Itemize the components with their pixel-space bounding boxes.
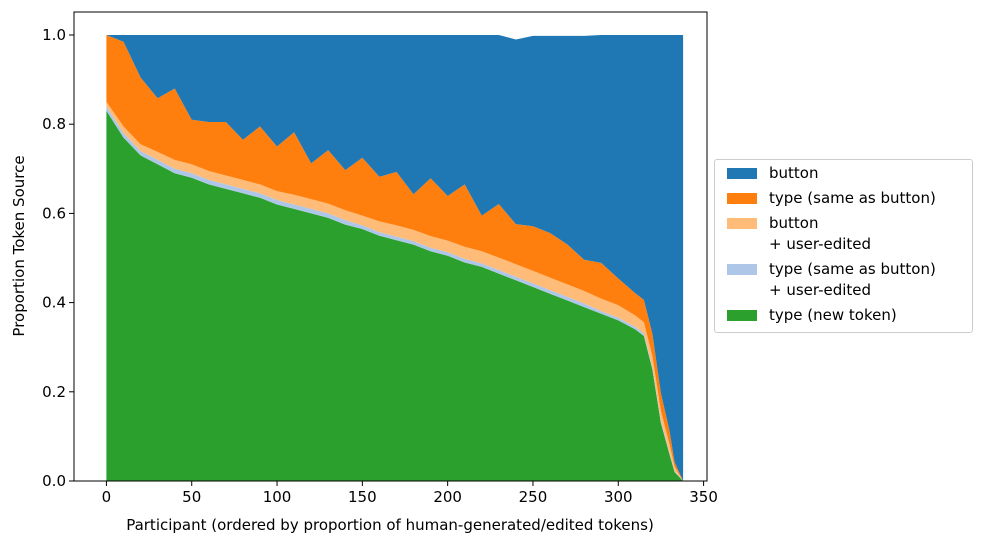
x-tick-label: 0	[102, 488, 112, 506]
x-tick-label: 250	[519, 488, 548, 506]
x-tick-label: 200	[433, 488, 462, 506]
y-tick-label: 1.0	[42, 26, 66, 44]
legend-swatch	[727, 218, 757, 229]
legend-swatch	[727, 264, 757, 275]
area-series-4	[106, 35, 684, 481]
x-axis: 0 50 100 150 200 250 300 350	[102, 481, 718, 506]
x-tick-label: 100	[263, 488, 292, 506]
x-axis-label: Participant (ordered by proportion of hu…	[126, 516, 654, 534]
area-series-0	[106, 110, 684, 482]
legend-item-button: button	[715, 163, 972, 184]
plot-frame	[73, 11, 708, 482]
legend-swatch	[727, 310, 757, 321]
y-axis: 0.0 0.2 0.4 0.6 0.8 1.0	[42, 26, 74, 490]
y-tick-label: 0.8	[42, 115, 66, 133]
legend-label: type (same as button) + user-edited	[769, 260, 936, 299]
area-series-2	[106, 101, 684, 482]
area-series-3	[106, 35, 684, 481]
y-axis-label: Proportion Token Source	[10, 155, 28, 336]
x-tick-label: 350	[689, 488, 718, 506]
legend-item-type-new-token: type (new token)	[715, 305, 972, 326]
legend-label: button + user-edited	[769, 214, 872, 253]
x-tick-label: 150	[348, 488, 377, 506]
legend-item-type-same-as-button: type (same as button)	[715, 188, 972, 209]
legend-swatch	[727, 193, 757, 204]
y-tick-label: 0.4	[42, 294, 66, 312]
legend-item-type-same-user-edited: type (same as button) + user-edited	[715, 259, 972, 301]
stacked-areas	[106, 35, 684, 482]
y-tick-label: 0.2	[42, 383, 66, 401]
x-tick-label: 300	[604, 488, 633, 506]
legend-label: button	[769, 164, 819, 182]
legend: button type (same as button) button + us…	[714, 159, 973, 333]
legend-label: type (same as button)	[769, 189, 936, 207]
y-tick-label: 0.6	[42, 204, 66, 222]
y-tick-label: 0.0	[42, 472, 66, 490]
legend-label: type (new token)	[769, 306, 897, 324]
x-tick-label: 50	[182, 488, 201, 506]
legend-swatch	[727, 168, 757, 179]
legend-item-button-user-edited: button + user-edited	[715, 213, 972, 255]
